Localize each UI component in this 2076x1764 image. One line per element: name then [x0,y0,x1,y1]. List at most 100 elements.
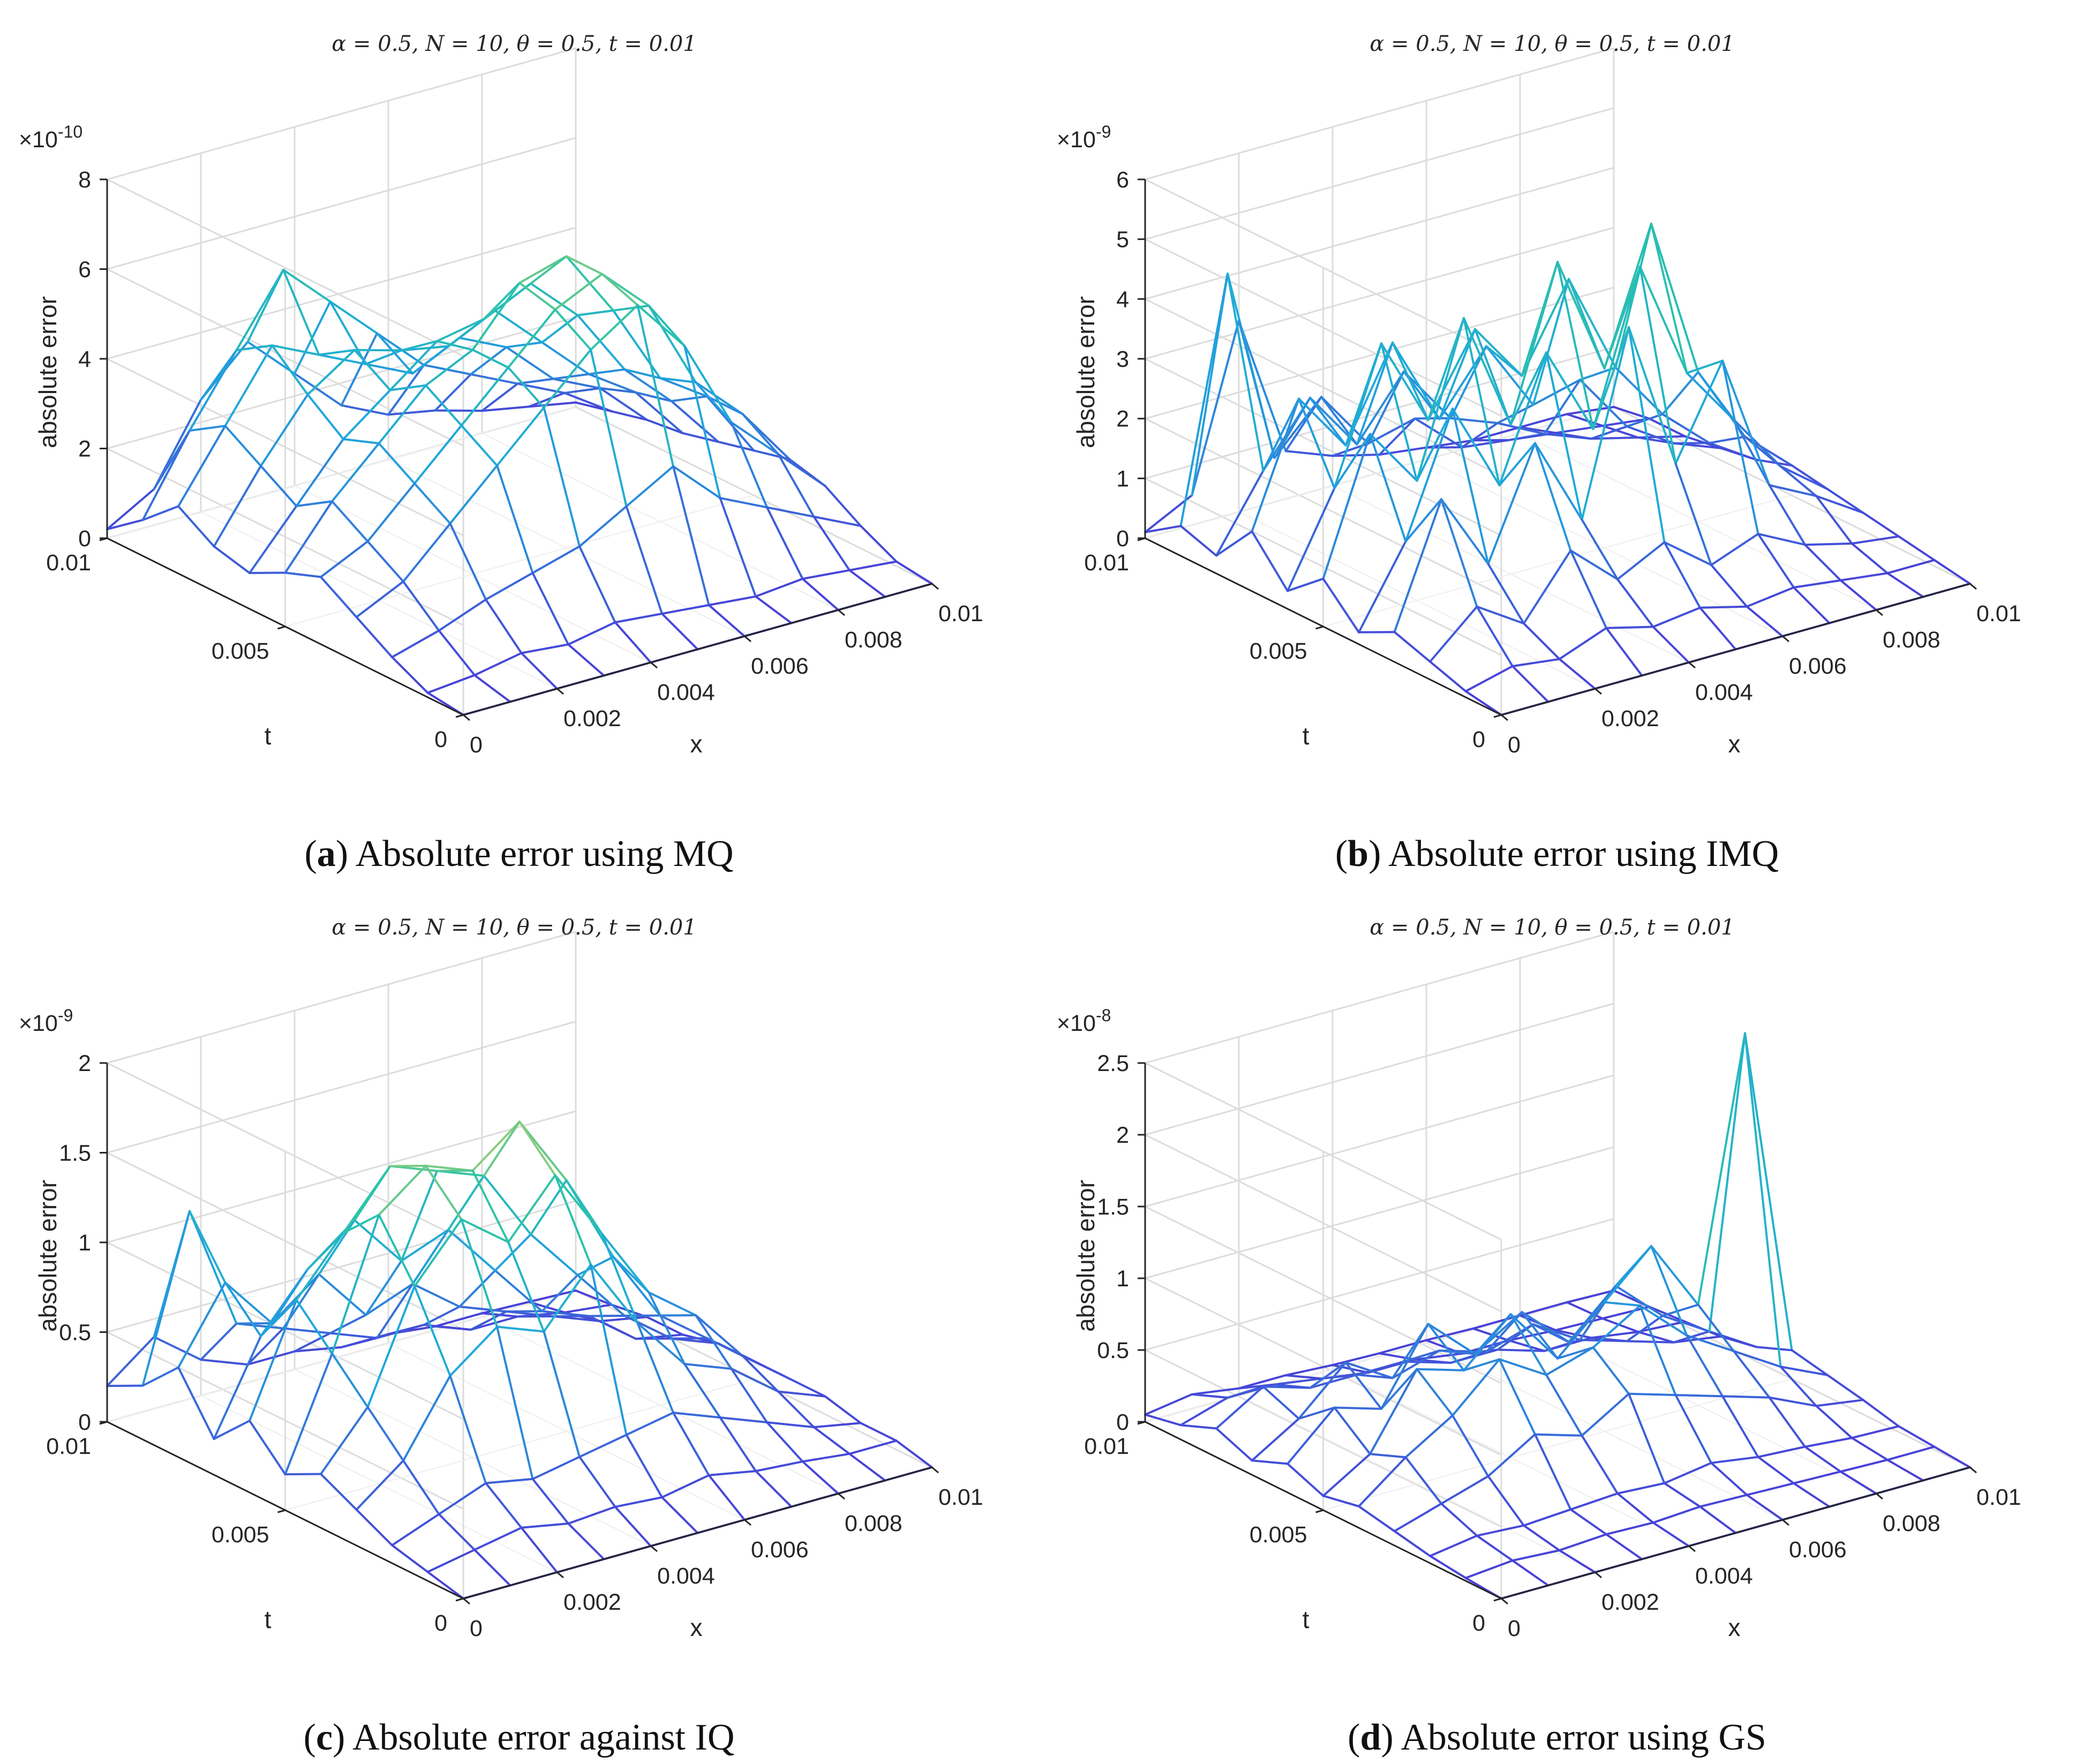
mesh-segment [260,465,298,507]
mesh-segment [1721,359,1771,486]
mesh-segment [260,1299,298,1337]
mesh-segment [378,384,427,444]
mesh-segment [1487,563,1525,625]
mesh-segment [1391,341,1441,420]
x-axis-label: x [1728,730,1741,758]
mesh-segment [1733,1350,1771,1399]
mesh-segment [1686,1334,1735,1352]
mesh-segment [387,1324,425,1336]
mesh-segment [1476,1534,1514,1562]
mesh-segment [755,595,793,624]
x-tick-label: 0.01 [938,601,983,627]
mesh-segment [1509,1313,1559,1360]
mesh-segment [1793,1471,1842,1484]
z-tick-label: 2 [1116,1122,1129,1148]
mesh-segment [1898,1425,1936,1448]
mesh-segment [340,332,378,406]
mesh-segment [530,1233,579,1276]
mesh-segment [460,424,498,467]
z-axis-label: absolute error [1072,1180,1100,1332]
mesh-segment [340,404,389,416]
mesh-segment [1532,1323,1570,1343]
mesh-segment [813,1422,862,1428]
mesh-segment [1601,425,1639,439]
mesh-segment [376,1283,414,1339]
mesh-segment [423,1306,461,1326]
grid-line [107,931,576,1064]
mesh-segment [1746,586,1795,608]
mesh-segment [531,545,581,574]
mesh-segment [1626,425,1675,444]
mesh-segment [1839,579,1877,611]
mesh-segment [1474,328,1512,426]
mesh-segment [1404,1456,1442,1505]
mesh-segment [1733,418,1771,486]
mesh-segment [813,515,851,571]
mesh-segment [1427,1323,1465,1371]
x-tick [838,609,845,616]
x-tick [1876,609,1883,616]
mesh-segment [635,391,684,434]
mesh-segment [365,363,414,375]
mesh-segment [483,1174,532,1235]
mesh-segment [1414,1352,1463,1361]
mesh-segment [473,1549,512,1587]
mesh-segment [449,1325,498,1377]
mesh-segment [777,453,815,518]
mesh-segment [1886,1459,1924,1482]
mesh-segment [413,482,452,525]
x-tick [744,1519,751,1526]
mesh-segment [1744,1032,1782,1368]
mesh-segment [578,505,628,548]
mesh-segment [1498,442,1536,487]
mesh-segment [1367,370,1405,445]
mesh-segment [695,1314,744,1357]
mesh-segment [1534,1433,1583,1437]
mesh-segment [1440,1475,1490,1505]
mesh-segment [601,273,639,306]
mesh-segment [1804,1445,1842,1473]
mesh-segment [1391,341,1430,421]
x-tick-label: 0.006 [751,1537,809,1563]
mesh-segment [1768,1396,1806,1448]
mesh-segment [1804,542,1853,546]
mesh-segment [224,425,262,468]
mesh-segment [189,425,227,432]
mesh-segment [1369,1368,1418,1456]
mesh-segment [567,621,616,646]
mesh-segment [565,255,603,275]
mesh-segment [1144,525,1182,533]
mesh-segment [661,604,710,615]
mesh-segment [518,1120,568,1181]
mesh-segment [1710,564,1748,608]
mesh-segment [683,344,733,424]
mesh-segment [353,349,403,352]
mesh-segment [434,1312,483,1328]
mesh-segment [625,465,674,508]
mesh-segment [271,1273,320,1324]
mesh-segment [708,1474,746,1521]
mesh-segment [413,1218,463,1287]
mesh-segment [1523,1508,1572,1527]
mesh-segment [426,1549,476,1573]
mesh-segment [1487,1433,1536,1477]
mesh-segment [578,1434,628,1458]
mesh-segment [320,1473,358,1511]
mesh-segment [575,1290,613,1306]
z-tick-label: 2 [78,1051,91,1076]
mesh-segment [387,409,437,416]
mesh-segment [1556,1346,1594,1360]
z-tick-label: 6 [1116,167,1129,193]
mesh-segment [1721,359,1759,535]
mesh-segment [224,1281,262,1337]
mesh-segment [1425,1327,1475,1341]
mesh-segment [1519,1301,1568,1317]
mesh-segment [449,522,487,601]
x-tick [1876,1492,1883,1500]
mesh-segment [1251,530,1289,592]
x-tick [1501,714,1508,721]
mesh-segment [366,1285,416,1408]
mesh-segment [554,308,592,351]
mesh-segment [1380,1323,1430,1410]
mesh-segment [741,413,779,455]
